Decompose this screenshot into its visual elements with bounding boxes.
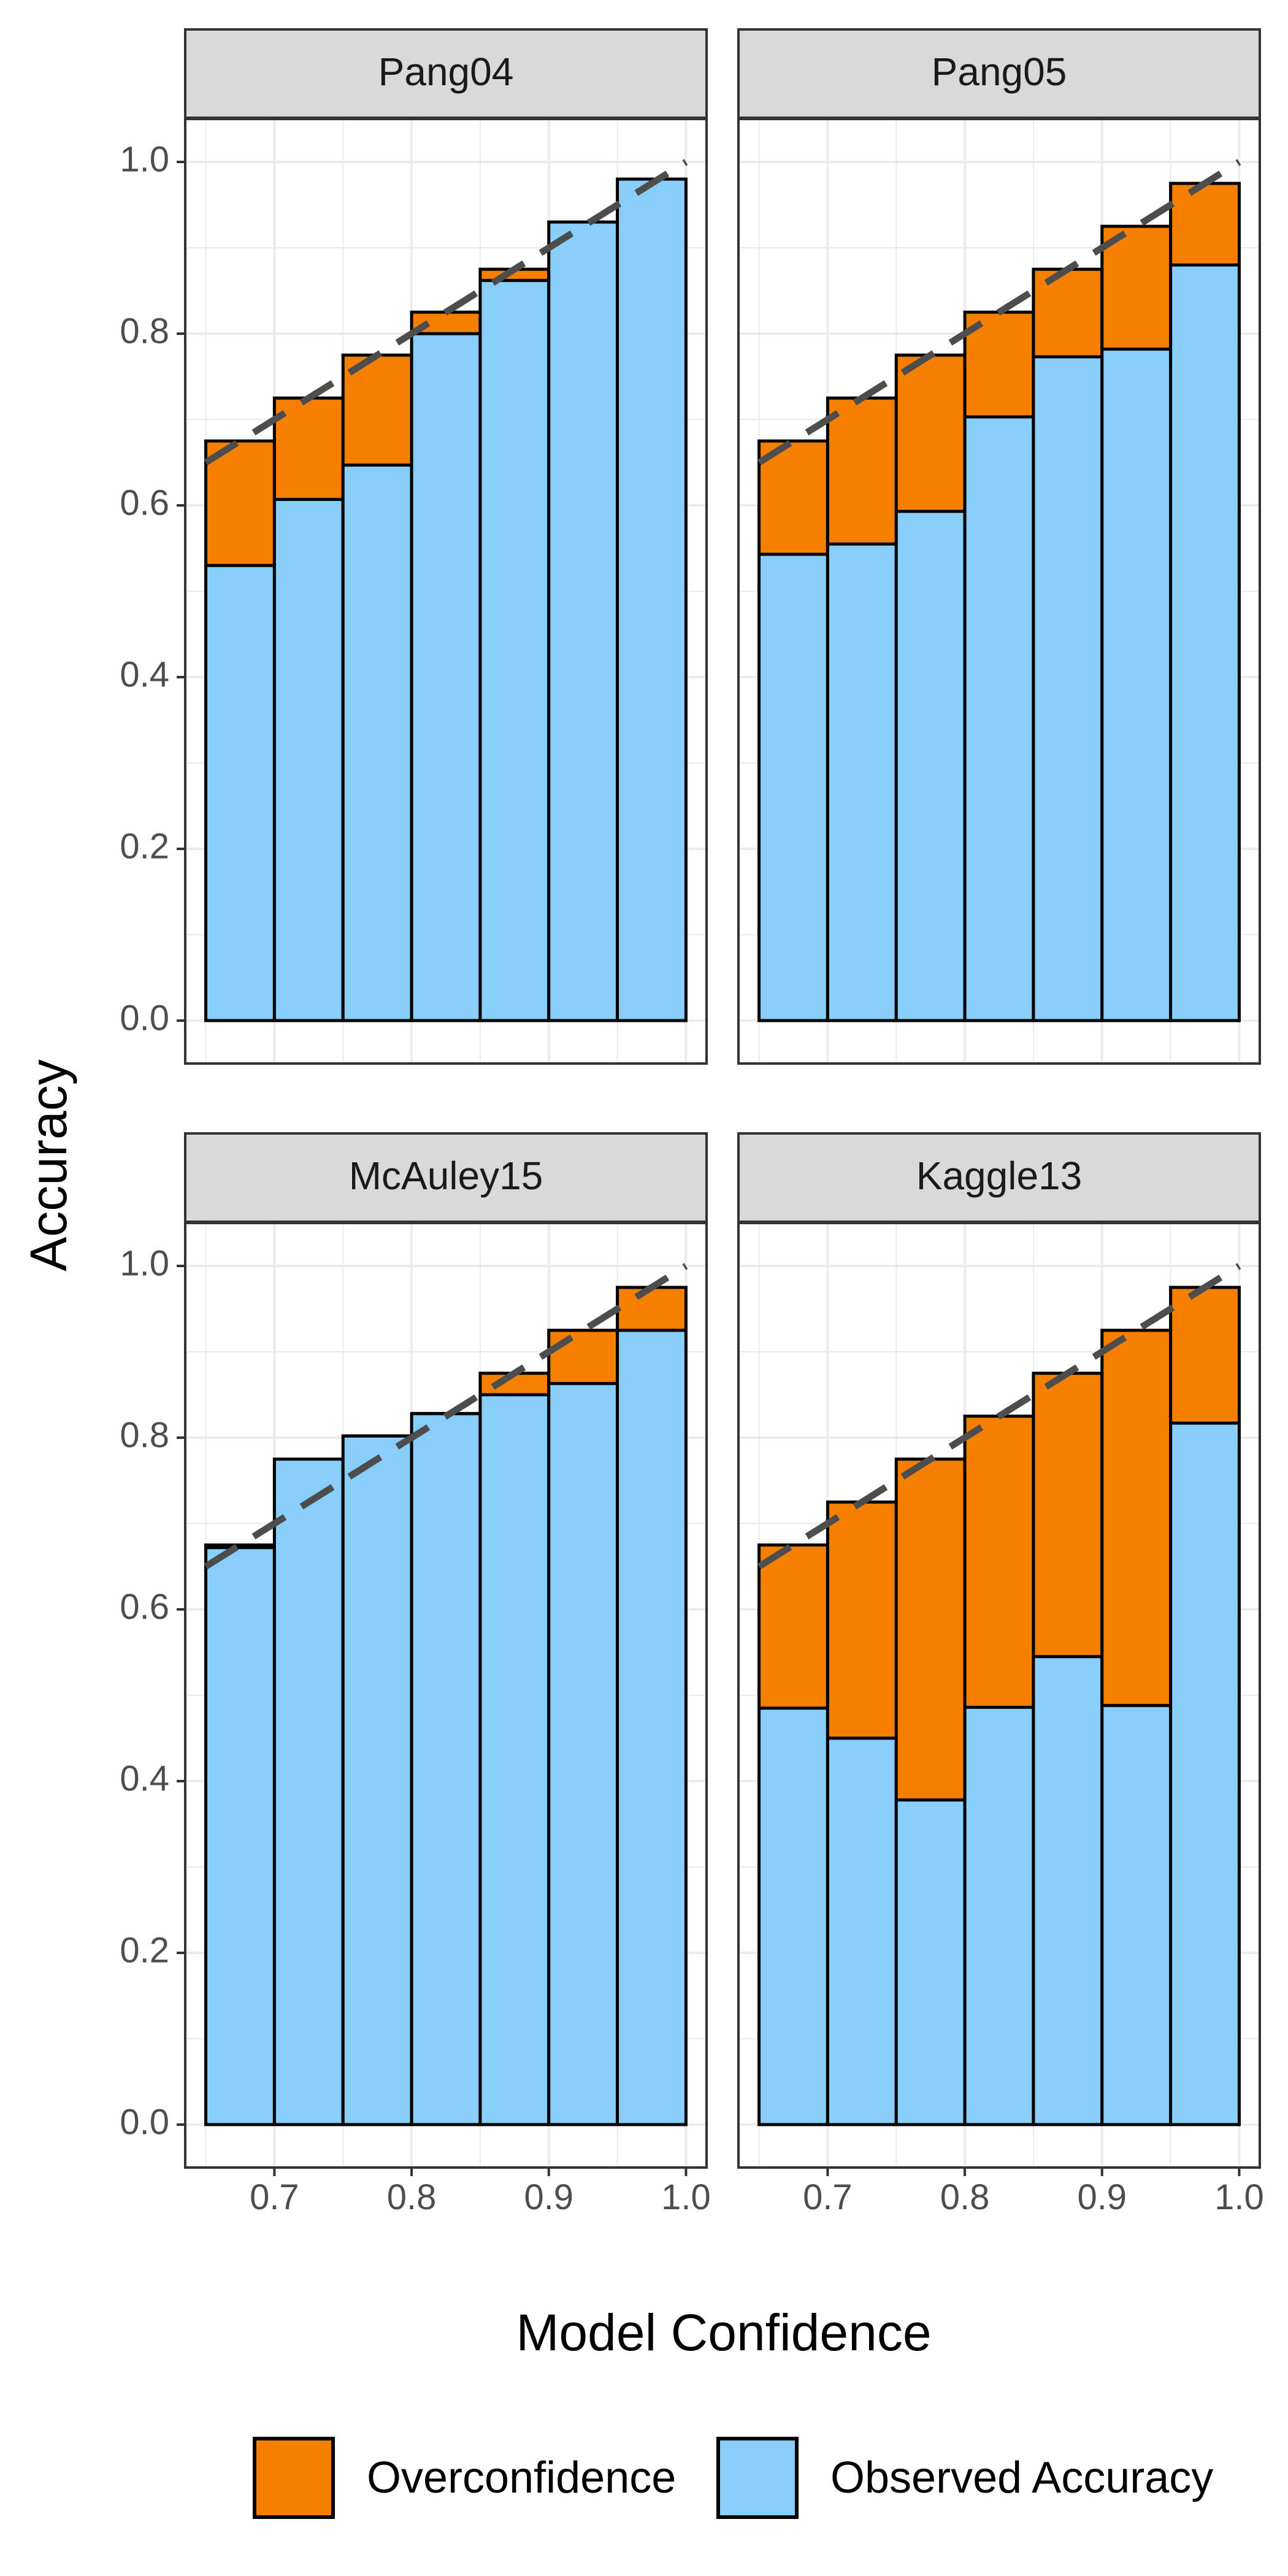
- observed-accuracy-bar: [343, 465, 412, 1021]
- y-tick-label: 0.8: [120, 1415, 169, 1455]
- observed-accuracy-bar: [1170, 265, 1240, 1021]
- x-tick-label: 0.8: [387, 2177, 437, 2217]
- facet-panel-mcauley15: McAuley15 0.0 0.2 0.4 0.6 0.8 1.0 0.7 0.8 0.9 1.0: [120, 1132, 711, 2217]
- overconfidence-bar: [1102, 226, 1171, 350]
- overconfidence-bar: [1102, 1330, 1171, 1706]
- facet-title: Pang05: [932, 50, 1067, 94]
- x-tick-label: 1.0: [1214, 2177, 1264, 2217]
- observed-accuracy-bar: [896, 1800, 965, 2125]
- observed-accuracy-bar: [1102, 1705, 1171, 2125]
- x-tick-label: 0.9: [524, 2177, 573, 2217]
- facet-strip: [184, 1132, 708, 1223]
- facet-strip: [184, 28, 708, 119]
- perfect-calibration-line: [204, 1263, 688, 1570]
- observed-accuracy-bar: [965, 1707, 1033, 2125]
- facet-panel-pang05: Pang05: [737, 28, 1261, 1065]
- observed-accuracy-bar: [1033, 356, 1102, 1021]
- observed-accuracy-bar: [274, 1459, 343, 2125]
- y-axis-label: Accuracy: [20, 1059, 77, 1271]
- y-tick-label: 0.6: [120, 1587, 169, 1627]
- legend-key-overconfidence: [253, 2437, 335, 2519]
- observed-accuracy-bar: [827, 1738, 897, 2125]
- observed-accuracy-bar: [617, 1330, 686, 2125]
- y-tick-label: 1.0: [120, 1243, 169, 1283]
- observed-accuracy-bar: [965, 416, 1033, 1021]
- x-tick-label: 1.0: [661, 2177, 711, 2217]
- overconfidence-bar: [205, 441, 275, 565]
- overconfidence-bar: [548, 1330, 618, 1384]
- overconfidence-bar: [1170, 183, 1240, 265]
- facet-title: Kaggle13: [916, 1154, 1082, 1198]
- overconfidence-bar: [965, 1416, 1033, 1708]
- observed-accuracy-bar: [343, 1436, 412, 2125]
- observed-accuracy-bar: [412, 334, 480, 1021]
- observed-accuracy-bar: [274, 499, 343, 1021]
- observed-accuracy-bar: [205, 565, 275, 1021]
- facet-strip: [737, 28, 1261, 119]
- panel-border: [737, 1222, 1261, 2169]
- observed-accuracy-bar: [896, 511, 965, 1021]
- y-tick-label: 0.2: [120, 826, 169, 866]
- legend-item-overconfidence: Overconfidence: [253, 2435, 676, 2521]
- overconfidence-bar: [1033, 1373, 1102, 1657]
- observed-accuracy-bar: [1170, 1423, 1240, 2125]
- observed-accuracy-bar: [205, 1547, 275, 2125]
- legend: Overconfidence Observed Accuracy: [0, 2429, 1288, 2527]
- panel-border: [184, 1222, 708, 2169]
- legend-label-overconfidence: Overconfidence: [367, 2453, 677, 2502]
- x-tick-label: 0.7: [250, 2177, 299, 2217]
- facet-panels: Pang04 0.0 0.2 0.4 0.6 0.8 1.0 Pang05 McAuley15 0…: [120, 28, 1264, 2217]
- y-tick-label: 0.0: [120, 998, 169, 1038]
- observed-accuracy-bar: [1102, 349, 1171, 1021]
- overconfidence-bar: [896, 355, 965, 512]
- overconfidence-bar: [827, 398, 897, 544]
- y-tick-label: 0.6: [120, 483, 169, 523]
- facet-panel-kaggle13: Kaggle13 0.7 0.8 0.9 1.0: [737, 1132, 1264, 2217]
- panel-border: [184, 118, 708, 1065]
- observed-accuracy-bar: [480, 280, 549, 1021]
- perfect-calibration-line: [757, 1263, 1241, 1570]
- facet-panel-pang04: Pang04 0.0 0.2 0.4 0.6 0.8 1.0: [120, 28, 708, 1065]
- overconfidence-bar: [896, 1459, 965, 1800]
- y-tick-label: 1.0: [120, 139, 169, 179]
- y-tick-label: 0.0: [120, 2102, 169, 2142]
- observed-accuracy-bar: [827, 544, 897, 1021]
- observed-accuracy-bar: [548, 1383, 618, 2125]
- observed-accuracy-bar: [548, 222, 618, 1021]
- y-tick-label: 0.8: [120, 311, 169, 351]
- observed-accuracy-bar: [412, 1413, 480, 2125]
- observed-accuracy-bar: [617, 179, 686, 1021]
- perfect-calibration-line: [757, 159, 1241, 466]
- y-tick-label: 0.4: [120, 654, 169, 694]
- legend-label-observed-accuracy: Observed Accuracy: [830, 2453, 1214, 2502]
- observed-accuracy-bar: [759, 554, 828, 1021]
- y-tick-label: 0.4: [120, 1758, 169, 1798]
- overconfidence-bar: [759, 1545, 828, 1708]
- overconfidence-bar: [1033, 269, 1102, 357]
- overconfidence-bar: [759, 441, 828, 554]
- overconfidence-bar: [1170, 1287, 1240, 1424]
- observed-accuracy-bar: [759, 1708, 828, 2125]
- perfect-calibration-line: [204, 159, 688, 466]
- x-axis-label: Model Confidence: [516, 2304, 931, 2361]
- observed-accuracy-bar: [1033, 1657, 1102, 2125]
- legend-key-observed-accuracy: [716, 2437, 799, 2519]
- panel-border: [737, 118, 1261, 1065]
- facet-title: Pang04: [378, 50, 514, 94]
- observed-accuracy-bar: [480, 1395, 549, 2125]
- overconfidence-bar: [827, 1502, 897, 1738]
- legend-item-observed-accuracy: Observed Accuracy: [716, 2435, 1213, 2521]
- y-tick-label: 0.2: [120, 1930, 169, 1970]
- overconfidence-bar: [617, 1287, 686, 1330]
- x-tick-label: 0.8: [940, 2177, 990, 2217]
- x-tick-label: 0.7: [803, 2177, 853, 2217]
- overconfidence-bar: [343, 355, 412, 466]
- facet-title: McAuley15: [349, 1154, 543, 1198]
- x-tick-label: 0.9: [1077, 2177, 1127, 2217]
